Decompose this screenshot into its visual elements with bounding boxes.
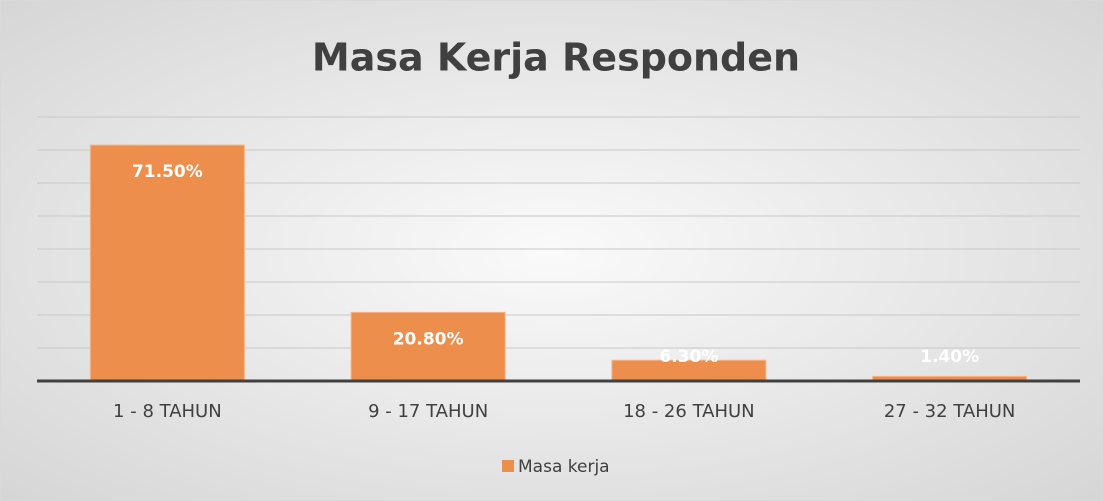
chart-title: Masa Kerja Responden	[312, 36, 800, 80]
data-label: 1.40%	[920, 347, 979, 367]
x-tick-label: 27 - 32 TAHUN	[884, 401, 1016, 422]
legend-swatch	[502, 460, 514, 472]
bar	[89, 144, 245, 382]
x-tick-label: 9 - 17 TAHUN	[368, 401, 488, 422]
legend-label: Masa kerja	[518, 457, 610, 477]
data-label: 6.30%	[659, 347, 718, 367]
x-tick-label: 1 - 8 TAHUN	[113, 401, 222, 422]
x-tick-label: 18 - 26 TAHUN	[623, 401, 755, 422]
data-label: 71.50%	[132, 162, 203, 182]
data-label: 20.80%	[393, 329, 464, 349]
